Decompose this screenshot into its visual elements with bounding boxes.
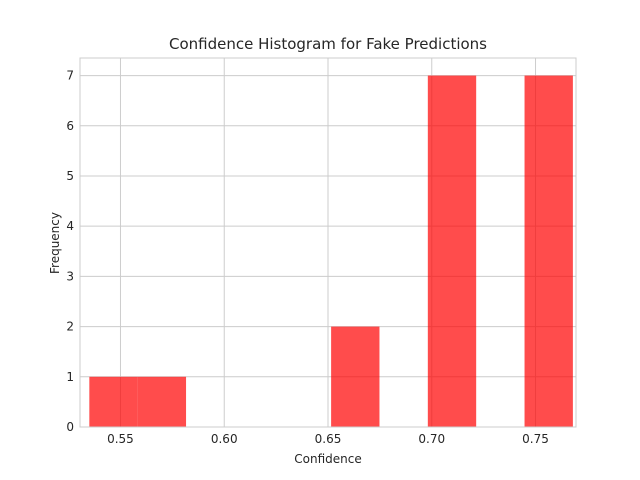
x-tick-labels: 0.55 0.60 0.65 0.70 0.75: [107, 432, 549, 446]
y-tick-label-2: 2: [66, 320, 74, 334]
y-tick-label-6: 6: [66, 119, 74, 133]
y-tick-label-0: 0: [66, 420, 74, 434]
histogram-bar-1: [137, 376, 187, 427]
x-tick-label-1: 0.60: [211, 432, 238, 446]
plot-frame: [79, 57, 577, 428]
histogram-bar-7: [427, 75, 477, 428]
histogram-bar-0: [89, 376, 138, 427]
chart-title: Confidence Histogram for Fake Prediction…: [169, 35, 487, 53]
histogram-bar-5: [331, 326, 380, 427]
y-tick-labels: 0 1 2 3 4 5 6 7: [66, 69, 74, 434]
histogram-bar-9: [524, 75, 573, 428]
y-axis-label: Frequency: [48, 212, 62, 274]
x-tick-label-2: 0.65: [315, 432, 342, 446]
y-tick-label-7: 7: [66, 69, 74, 83]
histogram-bars: [89, 75, 573, 428]
x-tick-label-4: 0.75: [522, 432, 549, 446]
y-tick-label-5: 5: [66, 169, 74, 183]
grid-lines: [80, 58, 576, 428]
y-tick-label-4: 4: [66, 219, 74, 233]
x-tick-label-0: 0.55: [107, 432, 134, 446]
x-tick-label-3: 0.70: [418, 432, 445, 446]
y-tick-label-1: 1: [66, 370, 74, 384]
x-axis-label: Confidence: [294, 452, 361, 466]
y-tick-label-3: 3: [66, 269, 74, 283]
